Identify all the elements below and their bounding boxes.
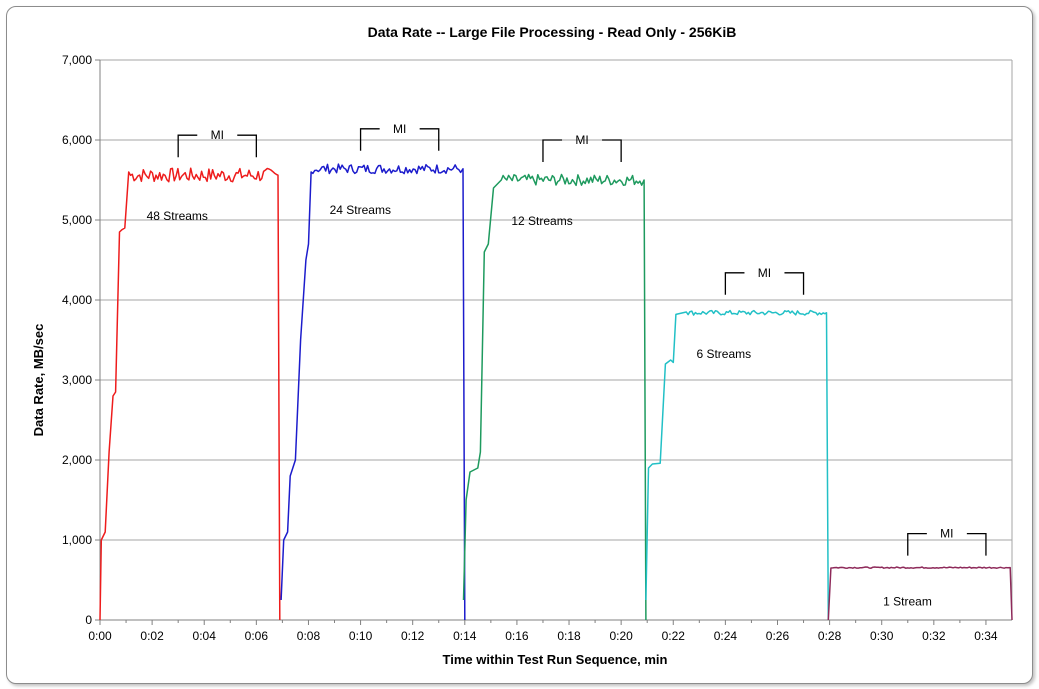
y-tick-label: 0 (85, 613, 92, 627)
x-tick-label: 0:02 (140, 629, 164, 643)
x-tick-label: 0:14 (453, 629, 477, 643)
stream-label: 24 Streams (330, 203, 391, 217)
y-tick-label: 6,000 (62, 133, 92, 147)
chart-title: Data Rate -- Large File Processing - Rea… (368, 24, 737, 40)
x-tick-label: 0:00 (88, 629, 112, 643)
stream-label: 48 Streams (147, 209, 208, 223)
series-line (280, 163, 466, 621)
series-group (99, 163, 1013, 621)
x-tick-label: 0:20 (609, 629, 633, 643)
x-axis-title: Time within Test Run Sequence, min (443, 652, 668, 667)
x-tick-label: 0:32 (922, 629, 946, 643)
x-tick-label: 0:24 (714, 629, 738, 643)
x-tick-label: 0:34 (974, 629, 998, 643)
series-line (827, 566, 1013, 621)
mi-label: MI (940, 527, 953, 541)
stream-label: 6 Streams (696, 347, 751, 361)
mi-label: MI (575, 133, 588, 147)
y-tick-label: 4,000 (62, 293, 92, 307)
mi-bracket (724, 272, 805, 295)
y-axis-title: Data Rate, MB/sec (31, 324, 46, 437)
series-line (99, 167, 281, 621)
annotations: 48 Streams MI 24 Streams MI 12 Streams MI 6 St… (147, 122, 987, 609)
y-tick-label: 5,000 (62, 213, 92, 227)
axes: 0 1,000 2,000 3,000 4,000 5,000 6,000 7,000 0:00… (62, 53, 1012, 643)
x-tick-label: 0:16 (505, 629, 529, 643)
x-tick-label: 0:30 (870, 629, 894, 643)
x-tick-label: 0:22 (662, 629, 686, 643)
mi-bracket (907, 532, 987, 556)
mi-bracket (359, 128, 440, 151)
x-tick-label: 0:12 (401, 629, 425, 643)
gridlines (100, 59, 1013, 620)
stream-label: 12 Streams (511, 214, 572, 228)
x-tick-label: 0:28 (818, 629, 842, 643)
x-tick-label: 0:06 (245, 629, 269, 643)
y-tick-label: 1,000 (62, 533, 92, 547)
x-tick-label: 0:04 (193, 629, 217, 643)
series-line (462, 173, 647, 621)
mi-label: MI (211, 128, 224, 142)
x-tick-label: 0:26 (766, 629, 790, 643)
x-tick-label: 0:10 (349, 629, 373, 643)
mi-label: MI (393, 122, 406, 136)
x-tick-label: 0:18 (557, 629, 581, 643)
y-tick-label: 2,000 (62, 453, 92, 467)
y-tick-label: 7,000 (62, 53, 92, 67)
chart-frame (6, 6, 1033, 684)
y-tick-label: 3,000 (62, 373, 92, 387)
mi-bracket (177, 134, 257, 158)
x-tick-label: 0:08 (297, 629, 321, 643)
mi-label: MI (758, 266, 771, 280)
mi-bracket (542, 139, 622, 162)
series-line (645, 309, 830, 621)
stream-label: 1 Stream (883, 595, 932, 609)
